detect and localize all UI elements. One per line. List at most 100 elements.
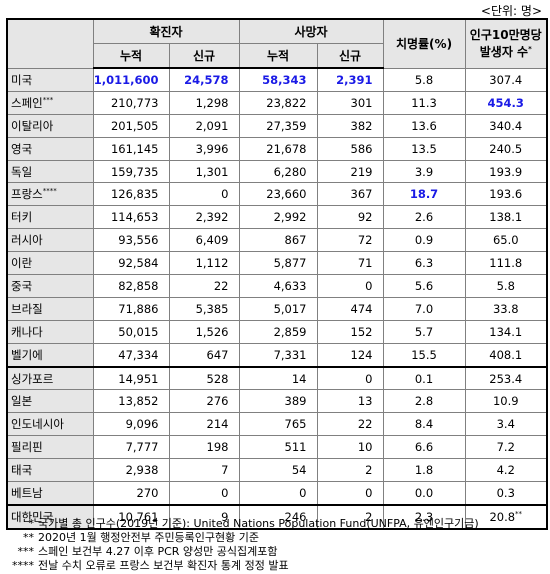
cell-per100k: 20.8**	[464, 504, 548, 530]
country-name: 중국	[6, 274, 94, 298]
cell-conf-new: 24,578	[168, 67, 240, 92]
cell-conf-cum: 1,011,600	[92, 67, 170, 92]
country-label: 브라질	[11, 301, 43, 316]
per100k-value: 7.2	[496, 440, 515, 455]
country-name: 벨기에	[6, 342, 94, 368]
cell-cfr: 13.6	[382, 113, 466, 138]
cell-conf-cum: 2,938	[92, 458, 170, 483]
cell-death-cum: 511	[238, 435, 318, 460]
cell-per100k: 111.8	[464, 251, 548, 276]
cell-death-new: 152	[316, 319, 384, 344]
cell-conf-new: 7	[168, 458, 240, 483]
cell-conf-cum: 93,556	[92, 228, 170, 253]
header-cfr: 치명률(%)	[382, 18, 466, 69]
header-deaths-new: 신규	[316, 43, 384, 69]
cell-death-cum: 765	[238, 412, 318, 437]
country-label: 독일	[11, 164, 33, 179]
footnote: **** 전날 수치 오류로 프랑스 보건부 확진자 통계 정정 발표	[4, 559, 479, 573]
country-label: 미국	[11, 72, 33, 87]
cell-per100k: 193.9	[464, 159, 548, 184]
cell-cfr: 7.0	[382, 296, 466, 321]
cell-conf-new: 647	[168, 342, 240, 368]
cell-death-new: 2	[316, 458, 384, 483]
country-label: 프랑스	[11, 187, 43, 202]
country-name: 캐나다	[6, 319, 94, 344]
cell-conf-new: 6,409	[168, 228, 240, 253]
cell-conf-new: 528	[168, 365, 240, 391]
country-name: 영국	[6, 136, 94, 161]
table-row: 캐나다 50,015 1,526 2,859 152 5.7 134.1	[6, 319, 548, 344]
footnote-marker: ****	[12, 559, 34, 572]
cell-cfr: 15.5	[382, 342, 466, 368]
country-name: 대한민국	[6, 504, 94, 530]
table-row: 필리핀 7,777 198 511 10 6.6 7.2	[6, 435, 548, 460]
cell-death-cum: 23,822	[238, 90, 318, 115]
cell-death-cum: 7,331	[238, 342, 318, 368]
cell-death-cum: 5,017	[238, 296, 318, 321]
cell-death-cum: 58,343	[238, 67, 318, 92]
country-name: 이탈리아	[6, 113, 94, 138]
cell-death-new: 22	[316, 412, 384, 437]
per100k-value: 193.6	[489, 187, 523, 202]
per100k-value: 340.4	[489, 118, 523, 133]
cell-death-cum: 246	[238, 504, 318, 530]
cell-cfr: 1.8	[382, 458, 466, 483]
cell-death-new: 124	[316, 342, 384, 368]
cell-death-new: 71	[316, 251, 384, 276]
header-confirmed-new: 신규	[168, 43, 240, 69]
cell-conf-cum: 210,773	[92, 90, 170, 115]
cell-death-new: 367	[316, 182, 384, 207]
cell-per100k: 7.2	[464, 435, 548, 460]
cell-conf-cum: 47,334	[92, 342, 170, 368]
cell-cfr: 2.8	[382, 389, 466, 414]
country-label: 벨기에	[11, 347, 43, 362]
footnote-marker: *	[28, 517, 35, 530]
header-confirmed: 확진자	[92, 18, 240, 44]
cell-death-new: 474	[316, 296, 384, 321]
table-row: 독일 159,735 1,301 6,280 219 3.9 193.9	[6, 159, 548, 184]
country-label: 터키	[11, 210, 33, 225]
per100k-value: 3.4	[496, 417, 515, 432]
cell-cfr: 5.8	[382, 67, 466, 92]
country-name: 터키	[6, 205, 94, 230]
cell-death-new: 586	[316, 136, 384, 161]
cell-conf-new: 2,392	[168, 205, 240, 230]
header-country	[6, 18, 94, 69]
cell-death-cum: 6,280	[238, 159, 318, 184]
country-label: 베트남	[11, 485, 43, 500]
cell-per100k: 307.4	[464, 67, 548, 92]
cell-cfr: 0.1	[382, 365, 466, 391]
country-name: 태국	[6, 458, 94, 483]
table-row: 태국 2,938 7 54 2 1.8 4.2	[6, 458, 548, 483]
cell-cfr: 5.7	[382, 319, 466, 344]
table-row: 중국 82,858 22 4,633 0 5.6 5.8	[6, 274, 548, 298]
footnote-text: 2020년 1월 행정안전부 주민등록인구현황 기준	[38, 531, 260, 544]
cell-conf-cum: 13,852	[92, 389, 170, 414]
per100k-value: 454.3	[487, 95, 524, 110]
cell-cfr: 11.3	[382, 90, 466, 115]
footnote-mark: **	[515, 510, 523, 519]
cell-cfr: 0.9	[382, 228, 466, 253]
cell-conf-new: 9	[168, 504, 240, 530]
cell-per100k: 33.8	[464, 296, 548, 321]
header-confirmed-cumulative: 누적	[92, 43, 170, 69]
cell-per100k: 240.5	[464, 136, 548, 161]
per100k-value: 111.8	[489, 256, 523, 271]
country-label: 필리핀	[11, 440, 43, 455]
per100k-value: 193.9	[489, 164, 523, 179]
covid-stats-table: 확진자 사망자 치명률(%) 인구10만명당 발생자 수* 누적 신규 누적 신…	[6, 18, 548, 530]
cell-cfr: 2.3	[382, 504, 466, 530]
table-row: 러시아 93,556 6,409 867 72 0.9 65.0	[6, 228, 548, 253]
cell-per100k: 134.1	[464, 319, 548, 344]
country-label: 인도네시아	[11, 417, 64, 432]
cell-conf-new: 214	[168, 412, 240, 437]
footnote-mark: ****	[42, 187, 57, 196]
country-name: 스페인***	[6, 90, 94, 115]
cell-death-new: 0	[316, 274, 384, 298]
table-row: 싱가포르 14,951 528 14 0 0.1 253.4	[6, 365, 548, 391]
cell-cfr: 5.6	[382, 274, 466, 298]
cell-conf-new: 22	[168, 274, 240, 298]
cell-conf-cum: 82,858	[92, 274, 170, 298]
cell-per100k: 340.4	[464, 113, 548, 138]
cell-death-cum: 21,678	[238, 136, 318, 161]
